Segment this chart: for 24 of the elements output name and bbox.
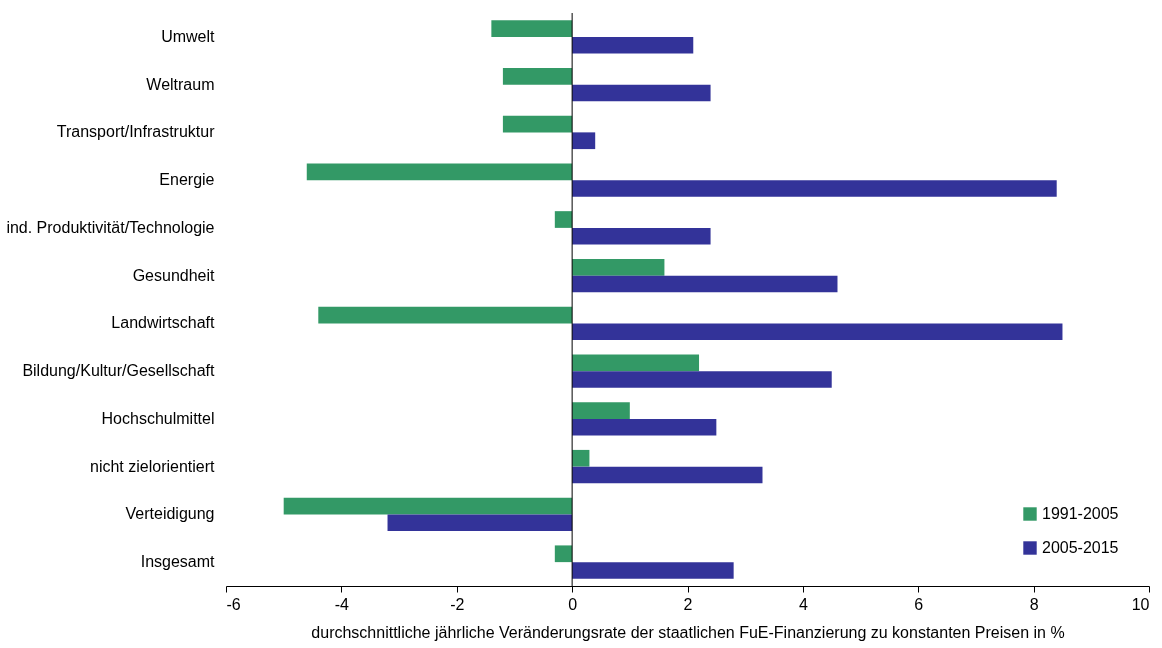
y-tick-label: Insgesamt <box>140 553 216 571</box>
y-tick-label: Energie <box>159 171 215 189</box>
legend-label: 1991-2005 <box>1042 505 1119 522</box>
y-tick-label: Verteidigung <box>125 505 215 523</box>
x-axis-title: durchschnittliche jährliche Veränderungsrate der staatlichen FuE-Finanzierung zu konstanten Preisen in % <box>311 623 1065 641</box>
x-tick-label: 10 <box>1131 595 1150 613</box>
y-tick-label: Gesundheit <box>132 266 216 284</box>
legend-label: 2005-2015 <box>1042 539 1119 556</box>
x-tick-label: -2 <box>450 595 465 613</box>
y-tick-label: Hochschulmittel <box>101 409 215 427</box>
y-tick-label: Landwirtschaft <box>111 314 216 332</box>
y-tick-label: Transport/Infrastruktur <box>56 123 216 141</box>
y-tick-label: Umwelt <box>161 27 216 45</box>
x-tick-label: 6 <box>914 595 924 613</box>
y-tick-label: Weltraum <box>146 75 215 93</box>
x-tick-label: 2 <box>683 595 693 613</box>
x-tick-label: -6 <box>226 595 241 613</box>
y-tick-label: Bildung/Kultur/Gesellschaft <box>22 362 216 380</box>
y-tick-label: nicht zielorientiert <box>90 457 216 475</box>
x-tick-label: -4 <box>334 595 350 613</box>
x-tick-label: 4 <box>798 595 808 613</box>
y-tick-label: ind. Produktivität/Technologie <box>6 218 215 236</box>
x-tick-label: 0 <box>568 595 578 613</box>
x-tick-label: 8 <box>1029 595 1039 613</box>
